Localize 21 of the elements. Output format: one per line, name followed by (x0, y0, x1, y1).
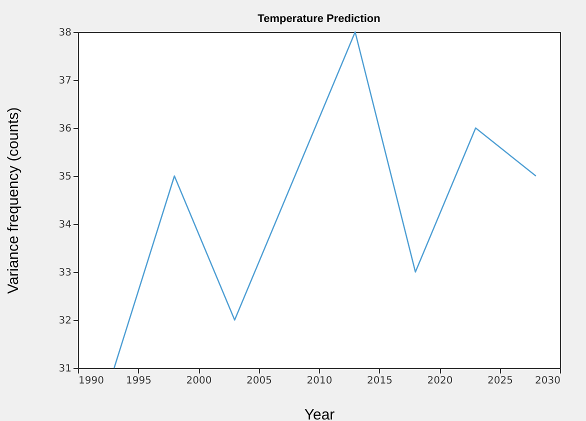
x-tick-label: 2010 (306, 376, 332, 386)
x-tick-label: 2015 (367, 376, 392, 386)
x-tick-label: 1995 (126, 376, 152, 386)
y-tick-label: 34 (58, 220, 72, 230)
x-tick-label: 1990 (78, 376, 104, 386)
y-axis-title: Variance frequency (counts) (4, 107, 22, 294)
y-tick-label: 35 (58, 172, 72, 182)
x-axis-title: Year (304, 406, 335, 421)
line-series (114, 31, 537, 369)
x-tick-label: 2025 (488, 376, 513, 386)
x-tick-label: 2030 (535, 376, 560, 386)
x-tick-label: 2005 (246, 376, 272, 386)
x-tick-label: 2000 (186, 376, 212, 386)
y-tick-label: 31 (58, 364, 72, 374)
y-tick-label: 38 (58, 28, 72, 38)
y-tick-label: 36 (58, 124, 72, 134)
chart-title: Temperature Prediction (258, 13, 381, 25)
x-tick-label: 2020 (427, 376, 453, 386)
y-tick-label: 33 (58, 268, 72, 278)
y-tick-label: 37 (58, 76, 72, 86)
y-tick-label: 32 (58, 316, 72, 326)
